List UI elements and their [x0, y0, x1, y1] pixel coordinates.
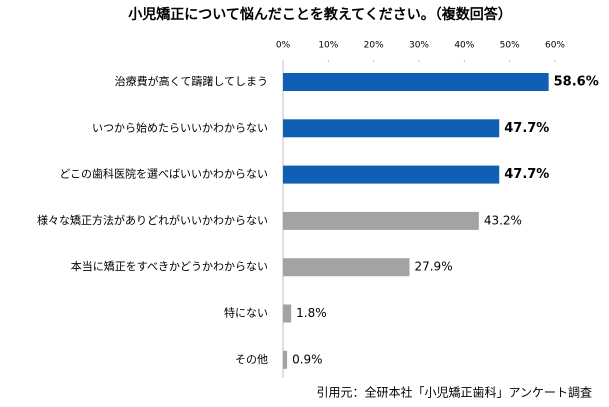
y-tick-label: 本当に矯正をすべきかどうかわからない [71, 259, 268, 273]
x-tick-label: 40% [454, 41, 474, 51]
bar [283, 119, 500, 138]
bar [283, 211, 479, 230]
y-tick-label: 様々な矯正方法がありどれがいいかわからない [37, 213, 268, 227]
y-tick-label: どこの歯科医院を選べばいいかわからない [59, 167, 268, 181]
bar [283, 304, 292, 323]
value-label: 1.8% [296, 306, 327, 320]
x-tick-label: 10% [318, 41, 338, 51]
y-tick-label: 治療費が高くて躊躇してしまう [115, 74, 268, 88]
bar [283, 350, 288, 369]
value-label: 43.2% [484, 213, 522, 227]
bar [283, 73, 549, 91]
value-label: 47.7% [504, 167, 549, 182]
value-label: 27.9% [414, 260, 452, 274]
x-tick-label: 50% [500, 41, 520, 51]
y-tick-label: その他 [235, 353, 268, 366]
y-tick-label: 特にない [224, 306, 268, 320]
value-label: 0.9% [292, 352, 323, 366]
x-tick-label: 60% [545, 41, 565, 51]
y-tick-label: いつから始めたらいいかわからない [92, 120, 268, 134]
bar [283, 258, 410, 277]
x-tick-label: 30% [409, 41, 429, 51]
source-note: 引用元：全研本社「小児矯正歯科」アンケート調査 [316, 385, 592, 400]
value-label: 58.6% [554, 75, 599, 90]
value-label: 47.7% [504, 121, 549, 136]
x-tick-label: 0% [276, 41, 291, 51]
bar [283, 165, 500, 184]
chart-title: 小児矯正について悩んだことを教えてください。（複数回答） [128, 6, 511, 23]
x-tick-label: 20% [364, 41, 384, 51]
